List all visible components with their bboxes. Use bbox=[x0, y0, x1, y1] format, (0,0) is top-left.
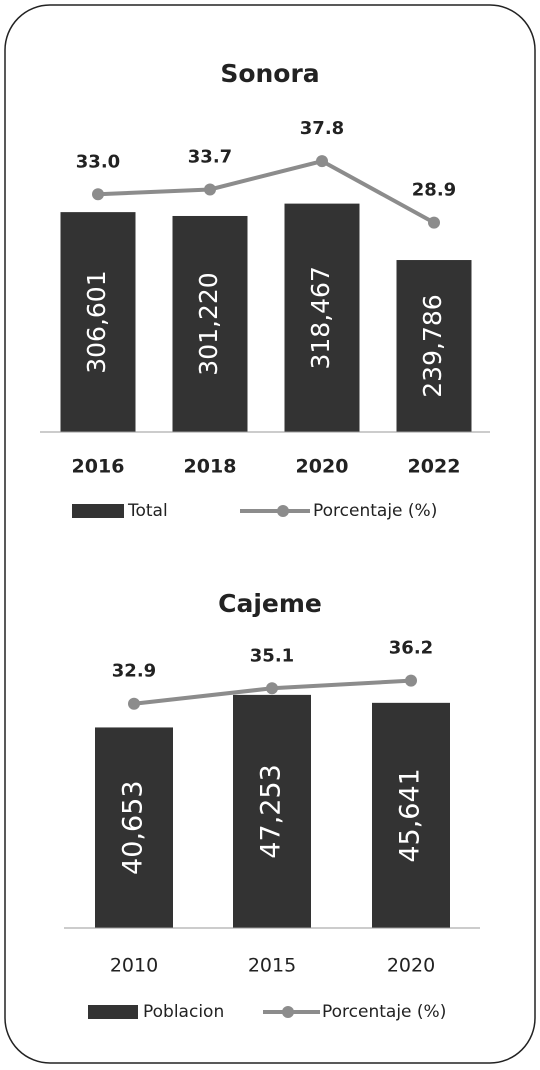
bar bbox=[396, 260, 472, 432]
x-tick-label: 2016 bbox=[72, 456, 125, 478]
line-marker bbox=[405, 674, 417, 687]
line-marker bbox=[316, 155, 328, 168]
legend-label: Porcentaje (%) bbox=[313, 501, 437, 521]
chart-title: Cajeme bbox=[218, 589, 322, 618]
bar-value-label: 45,641 bbox=[395, 768, 426, 862]
legend-label: Poblacion bbox=[143, 1002, 224, 1022]
x-tick-label: 2010 bbox=[110, 955, 158, 977]
bar bbox=[233, 694, 311, 928]
x-tick-label: 2018 bbox=[184, 456, 237, 478]
legend-label: Total bbox=[127, 501, 168, 521]
bar bbox=[284, 203, 360, 432]
legend-marker bbox=[282, 1006, 294, 1018]
line-value-label: 32.9 bbox=[112, 661, 156, 682]
legend-swatch bbox=[88, 1005, 138, 1019]
x-tick-label: 2020 bbox=[296, 456, 349, 478]
bar bbox=[372, 702, 450, 928]
line-marker bbox=[428, 216, 440, 229]
chart-title: Sonora bbox=[220, 59, 319, 88]
bar bbox=[95, 727, 173, 928]
legend-label: Porcentaje (%) bbox=[322, 1002, 446, 1022]
bar-value-label: 239,786 bbox=[418, 294, 447, 397]
line-value-label: 36.2 bbox=[389, 638, 433, 659]
line-marker bbox=[266, 682, 278, 695]
bar-value-label: 47,253 bbox=[256, 764, 287, 858]
bar-value-label: 40,653 bbox=[118, 780, 149, 874]
line-marker bbox=[92, 188, 104, 201]
bar-value-label: 306,601 bbox=[82, 270, 111, 373]
legend-swatch bbox=[72, 504, 124, 518]
x-tick-label: 2020 bbox=[387, 955, 435, 977]
bar-value-label: 301,220 bbox=[194, 272, 223, 375]
line-value-label: 35.1 bbox=[250, 645, 294, 666]
bar-value-label: 318,467 bbox=[306, 266, 335, 369]
bar bbox=[60, 212, 136, 432]
line-marker bbox=[204, 183, 216, 196]
line-marker bbox=[128, 697, 140, 710]
line-value-label: 28.9 bbox=[412, 180, 456, 201]
line-value-label: 33.7 bbox=[188, 146, 232, 167]
bar bbox=[172, 215, 248, 432]
legend-marker bbox=[277, 505, 289, 517]
line bbox=[97, 159, 435, 225]
x-tick-label: 2015 bbox=[248, 955, 296, 977]
line-value-label: 37.8 bbox=[300, 118, 344, 139]
x-tick-label: 2022 bbox=[408, 456, 461, 478]
line-value-label: 33.0 bbox=[76, 151, 120, 172]
